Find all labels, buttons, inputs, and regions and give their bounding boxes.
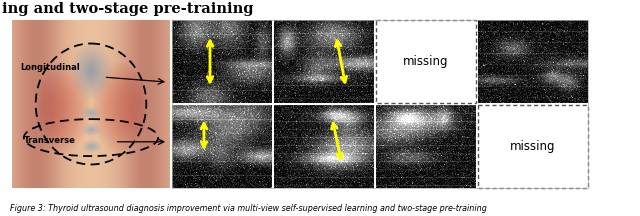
Text: Longitudinal: Longitudinal: [20, 64, 80, 72]
Text: ing and two-stage pre-training: ing and two-stage pre-training: [2, 2, 253, 16]
Text: Transverse: Transverse: [24, 136, 76, 145]
Bar: [478, 105, 588, 188]
Bar: [172, 20, 588, 188]
Text: missing: missing: [510, 140, 556, 153]
Text: Figure 3: Thyroid ultrasound diagnosis improvement via multi-view self-supervise: Figure 3: Thyroid ultrasound diagnosis i…: [10, 204, 487, 213]
Bar: [376, 20, 476, 103]
Text: missing: missing: [403, 55, 449, 68]
